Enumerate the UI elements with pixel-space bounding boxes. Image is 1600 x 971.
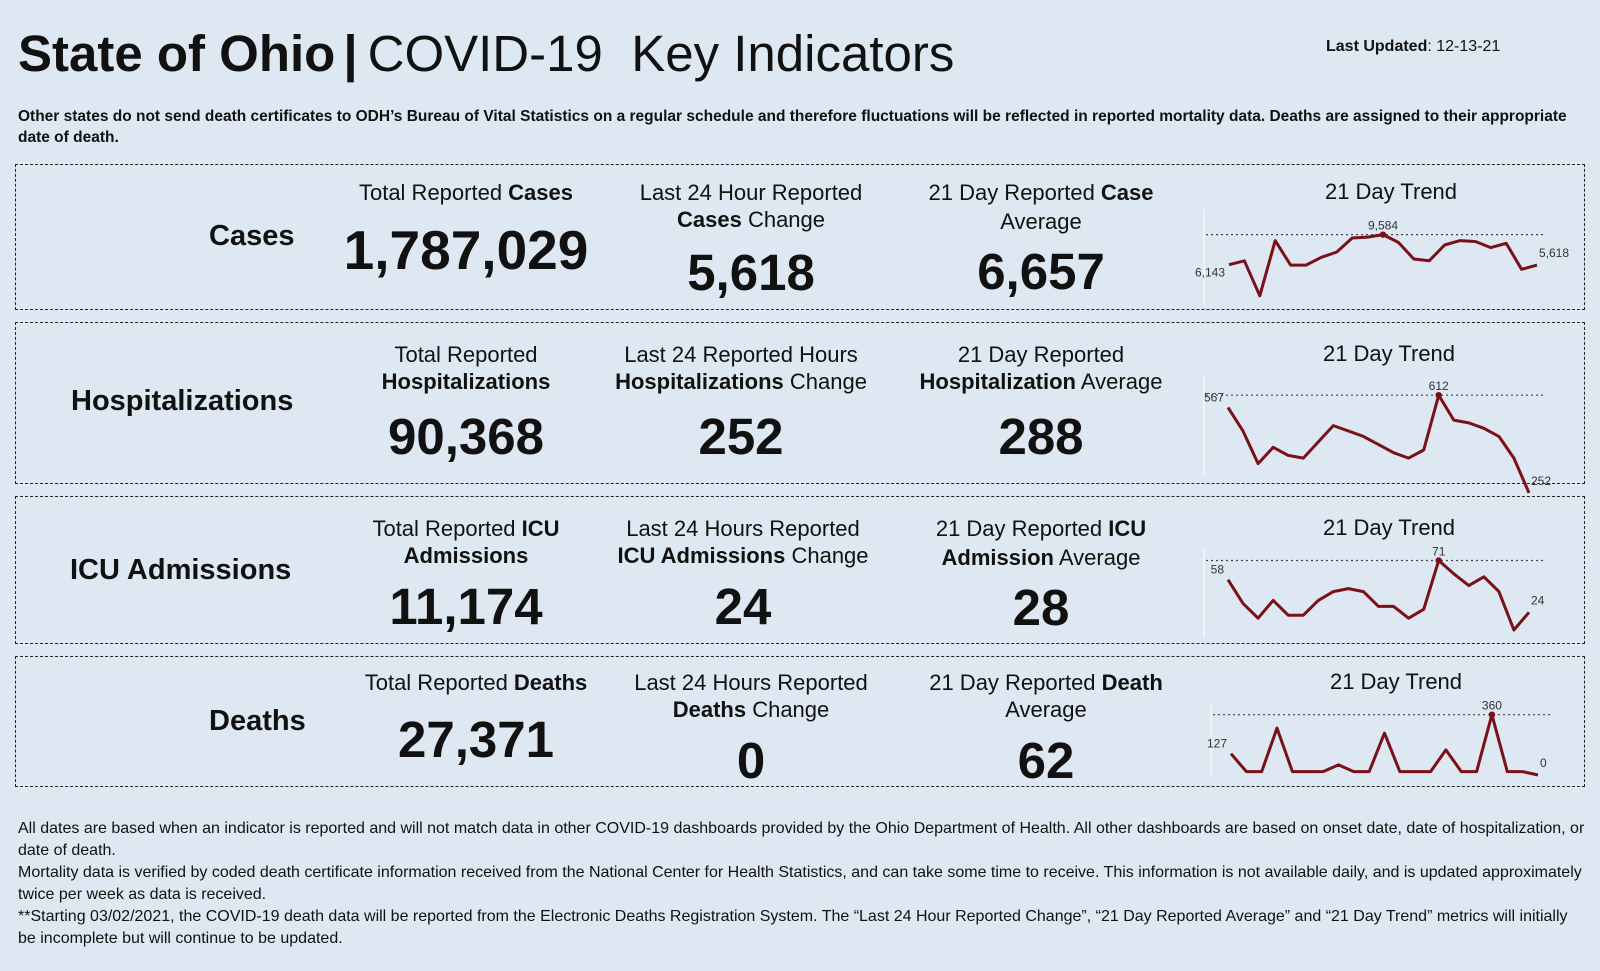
trend-title: 21 Day Trend: [1329, 669, 1463, 694]
trend-title: 21 Day Trend: [1324, 179, 1458, 204]
metric-heading: Total Reported Deaths: [364, 670, 588, 695]
trend-max-point: [1379, 231, 1387, 238]
last-updated-value: : 12-13-21: [1427, 38, 1501, 55]
metric-value: 252: [698, 408, 784, 465]
trend-max-point: [1435, 391, 1442, 399]
page-title: State of Ohio | COVID-19 Key Indicators: [18, 24, 954, 84]
total-cases-metric: Total Reported Cases 1,787,029: [316, 179, 616, 282]
metric-heading: Last 24 Hours Reported ICU Admissions Cha…: [617, 516, 869, 568]
trend-line: [1226, 559, 1531, 632]
trend-end-label: 24: [1531, 593, 1545, 607]
metric-value: 27,371: [398, 711, 554, 768]
metric-heading: Last 24 Reported Hours Hospitalizations C…: [615, 342, 867, 394]
metric-value: 11,174: [389, 578, 543, 635]
title-state: State of Ohio: [18, 25, 336, 82]
trend-title: 21 Day Trend: [1322, 341, 1456, 366]
deaths-average-metric: 21 Day Reported Death Average 62: [901, 669, 1191, 790]
deaths-trend-chart: 127 360 0: [1207, 699, 1551, 777]
cases-trend-chart: 6,143 9,584 5,618: [1195, 209, 1569, 305]
trend-max-label: 360: [1482, 699, 1502, 713]
trend-line: [1229, 713, 1539, 777]
last-updated-label: Last Updated: [1326, 38, 1428, 55]
trend-line: [1226, 393, 1531, 494]
cases-average-metric: 21 Day Reported Case Average 6,657: [901, 179, 1181, 301]
footer-note: All dates are based when an indicator is…: [18, 820, 1585, 859]
deaths-change-metric: Last 24 Hours Reported Deaths Change 0: [601, 669, 901, 790]
metric-heading: 21 Day Reported ICU Admission Average: [935, 516, 1147, 570]
total-icu-metric: Total Reported ICU Admissions 11,174: [316, 515, 616, 636]
metric-heading: Total Reported Hospitalizations: [381, 342, 551, 394]
metric-heading: Total Reported ICU Admissions: [372, 516, 560, 568]
icu-trend-chart: 58 71 24: [1203, 544, 1545, 637]
trend-end-label: 0: [1540, 756, 1547, 770]
icu-average-metric: 21 Day Reported ICU Admission Average 28: [896, 515, 1186, 637]
panel-label: ICU Admissions: [70, 554, 292, 586]
total-hospitalizations-metric: Total Reported Hospitalizations 90,368: [316, 341, 616, 466]
metric-value: 90,368: [388, 408, 544, 465]
metric-value: 5,618: [687, 244, 815, 301]
panel-label: Cases: [209, 220, 295, 252]
trend-max-label: 612: [1429, 379, 1449, 393]
metric-heading: 21 Day Reported Hospitalization Average: [919, 342, 1163, 394]
top-note: Other states do not send death certifica…: [18, 108, 1567, 146]
hospitalizations-average-metric: 21 Day Reported Hospitalization Average 2…: [896, 341, 1186, 466]
trend-end-label: 252: [1531, 474, 1551, 488]
metric-value: 288: [998, 408, 1084, 465]
metric-value: 0: [736, 732, 766, 789]
trend-start-label: 567: [1204, 390, 1224, 404]
metric-value: 24: [714, 578, 772, 635]
metric-value: 28: [1012, 579, 1070, 636]
metric-heading: Total Reported Cases: [358, 180, 574, 205]
trend-line: [1228, 233, 1538, 298]
trend-end-label: 5,618: [1539, 246, 1569, 260]
trend-max-label: 71: [1432, 544, 1446, 558]
metric-value: 6,657: [977, 243, 1105, 300]
footer-note: Mortality data is verified by coded deat…: [18, 864, 1582, 903]
metric-value: 62: [1017, 732, 1075, 789]
title-subject: COVID-19 Key Indicators: [367, 25, 955, 82]
cases-change-metric: Last 24 Hour Reported Cases Change 5,618: [601, 179, 901, 302]
title-separator: |: [343, 25, 358, 82]
footer-notes: All dates are based when an indicator is…: [18, 818, 1588, 950]
trend-max-point: [1435, 557, 1442, 564]
trend-start-label: 127: [1207, 737, 1227, 751]
panel-label: Deaths: [209, 705, 306, 737]
hospitalizations-panel: Hospitalizations Total Reported Hospitali…: [15, 322, 1585, 494]
trend-start-label: 6,143: [1195, 266, 1225, 280]
footer-note: **Starting 03/02/2021, the COVID-19 deat…: [18, 908, 1568, 947]
metric-heading: Last 24 Hour Reported Cases Change: [639, 180, 863, 232]
hospitalizations-change-metric: Last 24 Reported Hours Hospitalizations C…: [591, 341, 891, 466]
trend-max-label: 9,584: [1368, 219, 1398, 233]
metric-heading: Last 24 Hours Reported Deaths Change: [634, 670, 868, 722]
cases-panel: Cases Total Reported Cases 1,787,029 Las…: [15, 164, 1585, 310]
icu-panel: ICU Admissions Total Reported ICU Admissi…: [15, 496, 1585, 644]
trend-start-label: 58: [1211, 563, 1225, 577]
total-deaths-metric: Total Reported Deaths 27,371: [326, 669, 626, 769]
last-updated: Last Updated: 12-13-21: [1326, 38, 1500, 56]
metric-value: 1,787,029: [343, 219, 589, 281]
icu-change-metric: Last 24 Hours Reported ICU Admissions Cha…: [593, 515, 893, 636]
page-header: State of Ohio | COVID-19 Key Indicators La…: [18, 18, 1578, 88]
trend-title: 21 Day Trend: [1322, 515, 1456, 540]
metric-heading: 21 Day Reported Case Average: [928, 180, 1154, 234]
deaths-panel: Deaths Total Reported Deaths 27,371 Last…: [15, 656, 1585, 790]
hospitalizations-trend-chart: 567 612 252: [1203, 375, 1551, 494]
panel-label: Hospitalizations: [71, 385, 294, 417]
trend-max-point: [1488, 711, 1496, 718]
metric-heading: 21 Day Reported Death Average: [929, 670, 1163, 722]
